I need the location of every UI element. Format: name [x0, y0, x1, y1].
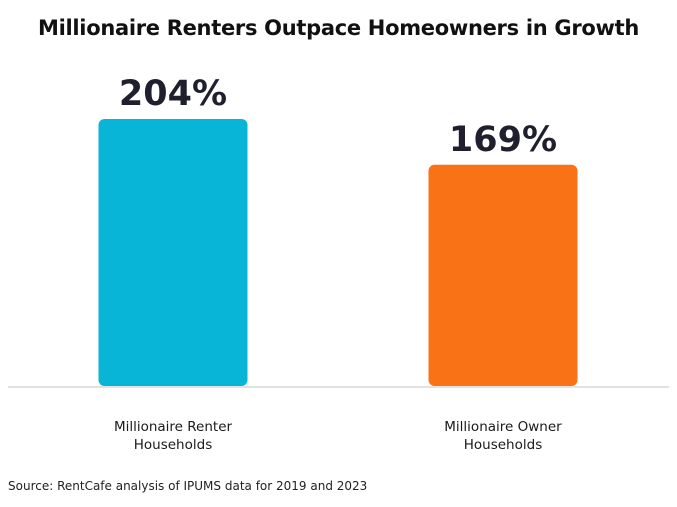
- source-note: Source: RentCafe analysis of IPUMS data …: [8, 479, 368, 493]
- value-label-1: 204%: [119, 74, 227, 114]
- category-label-1-line-1: Millionaire Renter: [114, 419, 233, 435]
- category-label-2-line-2: Households: [464, 437, 542, 453]
- bars-layer: 204% Millionaire Renter Households 169% Mill…: [98, 74, 578, 453]
- value-label-2: 169%: [449, 120, 557, 160]
- bar-1: [98, 119, 248, 386]
- category-label-2-line-1: Millionaire Owner: [444, 419, 562, 435]
- category-label-1-line-2: Households: [134, 437, 212, 453]
- chart-title: Millionaire Renters Outpace Homeowners i…: [38, 16, 639, 40]
- bar-2: [428, 164, 578, 386]
